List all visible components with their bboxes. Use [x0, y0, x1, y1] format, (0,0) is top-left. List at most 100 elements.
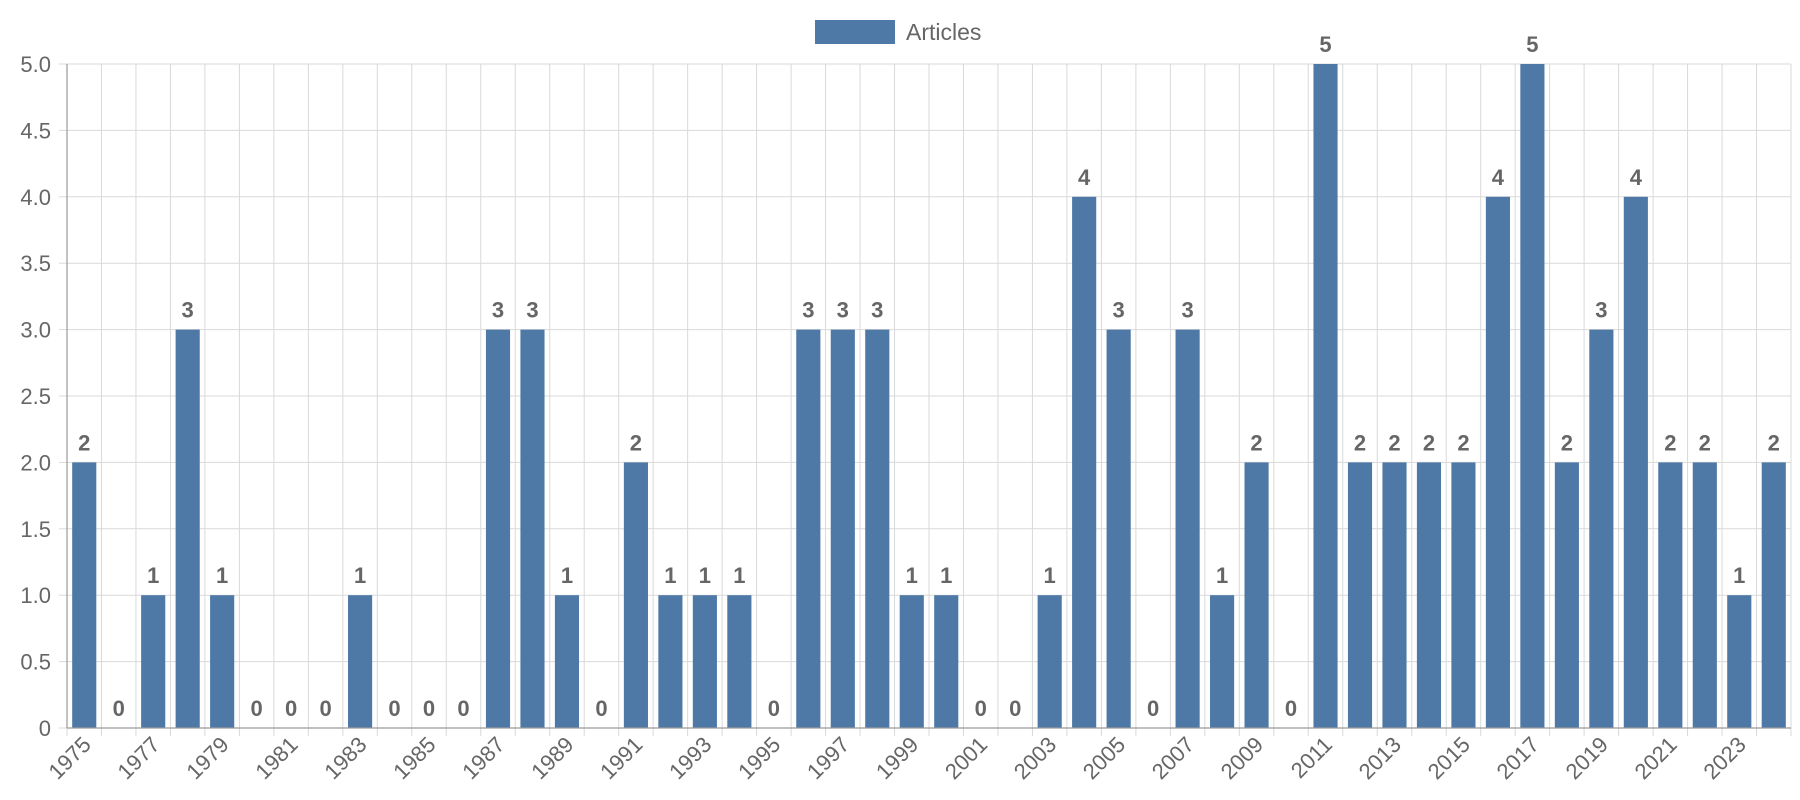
data-label-1997: 3 — [837, 298, 849, 323]
bar-1988[interactable] — [520, 329, 545, 728]
data-label-1979: 1 — [216, 563, 228, 588]
y-axis-ticks: 0 0.5 1.0 1.5 2.0 2.5 3.0 3.5 4.0 4.5 5.0 — [20, 52, 51, 741]
data-label-1984: 0 — [388, 696, 400, 721]
x-tick-label: 2003 — [1009, 732, 1061, 784]
x-tick-label: 1979 — [181, 732, 233, 784]
legend-label-articles[interactable]: Articles — [906, 19, 981, 45]
data-label-1983: 1 — [354, 563, 366, 588]
bar-2008[interactable] — [1210, 595, 1235, 728]
x-tick-label: 2001 — [940, 732, 992, 784]
data-label-2004: 4 — [1078, 165, 1091, 190]
data-label-1992: 1 — [664, 563, 676, 588]
x-tick-label: 2013 — [1354, 732, 1406, 784]
data-label-1978: 3 — [182, 298, 194, 323]
bar-1997[interactable] — [830, 329, 855, 728]
bar-1975[interactable] — [72, 462, 97, 728]
bar-1987[interactable] — [485, 329, 511, 728]
bar-2009[interactable] — [1244, 462, 1269, 728]
bar-1993[interactable] — [692, 595, 717, 728]
data-label-2002: 0 — [1009, 696, 1021, 721]
legend[interactable]: Articles — [815, 19, 981, 45]
bar-2024[interactable] — [1761, 462, 1786, 728]
data-label-1996: 3 — [802, 298, 814, 323]
bar-2019[interactable] — [1589, 329, 1614, 728]
bar-2014[interactable] — [1416, 462, 1442, 728]
x-tick-label: 1995 — [733, 732, 785, 784]
data-label-2018: 2 — [1561, 430, 1573, 455]
y-tick-label: 2.0 — [20, 450, 51, 475]
data-label-2000: 1 — [940, 563, 952, 588]
bar-2015[interactable] — [1451, 462, 1476, 728]
x-tick-label: 2021 — [1630, 732, 1682, 784]
bar-1999[interactable] — [899, 595, 924, 728]
x-tick-label: 1997 — [802, 732, 854, 784]
bar-1979[interactable] — [210, 595, 235, 728]
data-label-1993: 1 — [699, 563, 711, 588]
bar-2021[interactable] — [1658, 462, 1683, 728]
data-label-1998: 3 — [871, 298, 883, 323]
legend-swatch[interactable] — [815, 20, 895, 44]
bar-2005[interactable] — [1106, 329, 1131, 728]
bar-2000[interactable] — [934, 595, 959, 728]
bar-2022[interactable] — [1692, 462, 1717, 728]
bar-1977[interactable] — [141, 595, 166, 728]
y-tick-label: 4.0 — [20, 185, 51, 210]
data-label-2019: 3 — [1595, 298, 1607, 323]
bar-2011[interactable] — [1313, 64, 1338, 728]
data-label-2017: 5 — [1526, 32, 1538, 57]
data-label-1988: 3 — [526, 298, 538, 323]
data-label-2009: 2 — [1250, 430, 1262, 455]
data-label-2001: 0 — [975, 696, 987, 721]
bar-1998[interactable] — [865, 329, 890, 728]
x-tick-label: 1999 — [871, 732, 923, 784]
x-tick-label: 1977 — [112, 732, 164, 784]
x-tick-label: 2005 — [1078, 732, 1130, 784]
data-label-2008: 1 — [1216, 563, 1228, 588]
data-label-1980: 0 — [251, 696, 263, 721]
bar-1992[interactable] — [658, 595, 683, 728]
x-tick-label: 1991 — [595, 732, 647, 784]
bar-2004[interactable] — [1072, 196, 1097, 729]
y-tick-label: 2.5 — [20, 384, 51, 409]
data-label-1999: 1 — [906, 563, 918, 588]
data-label-2024: 2 — [1768, 430, 1780, 455]
data-label-2014: 2 — [1423, 430, 1435, 455]
bar-1991[interactable] — [623, 462, 648, 728]
data-label-2011: 5 — [1319, 32, 1331, 57]
data-label-2006: 0 — [1147, 696, 1159, 721]
bar-2013[interactable] — [1382, 462, 1407, 728]
data-label-1986: 0 — [457, 696, 469, 721]
bar-2003[interactable] — [1037, 595, 1062, 728]
bar-1989[interactable] — [554, 595, 580, 728]
bar-1978[interactable] — [175, 329, 200, 728]
data-label-2015: 2 — [1457, 430, 1469, 455]
data-label-2021: 2 — [1664, 430, 1676, 455]
y-tick-label: 3.0 — [20, 318, 51, 343]
data-label-2012: 2 — [1354, 430, 1366, 455]
data-label-1995: 0 — [768, 696, 780, 721]
x-tick-label: 2011 — [1286, 732, 1337, 783]
x-tick-label: 2009 — [1216, 732, 1268, 784]
bar-2020[interactable] — [1623, 196, 1648, 729]
bar-2012[interactable] — [1347, 462, 1373, 728]
data-label-1975: 2 — [78, 430, 90, 455]
bar-2023[interactable] — [1727, 595, 1752, 728]
bar-2018[interactable] — [1554, 462, 1579, 728]
data-label-1982: 0 — [319, 696, 331, 721]
y-tick-label: 4.5 — [20, 118, 51, 143]
bar-1996[interactable] — [796, 329, 821, 728]
bar-2016[interactable] — [1485, 196, 1510, 729]
bar-1983[interactable] — [348, 595, 373, 728]
data-label-2023: 1 — [1733, 563, 1745, 588]
data-label-2005: 3 — [1113, 298, 1125, 323]
bar-1994[interactable] — [727, 595, 752, 728]
y-tick-label: 3.5 — [20, 251, 51, 276]
y-tick-label: 0 — [39, 716, 51, 741]
x-tick-label: 1987 — [457, 732, 509, 784]
bar-2007[interactable] — [1175, 329, 1200, 728]
data-label-2003: 1 — [1044, 563, 1056, 588]
y-tick-label: 1.0 — [20, 583, 51, 608]
bar-2017[interactable] — [1520, 64, 1545, 728]
